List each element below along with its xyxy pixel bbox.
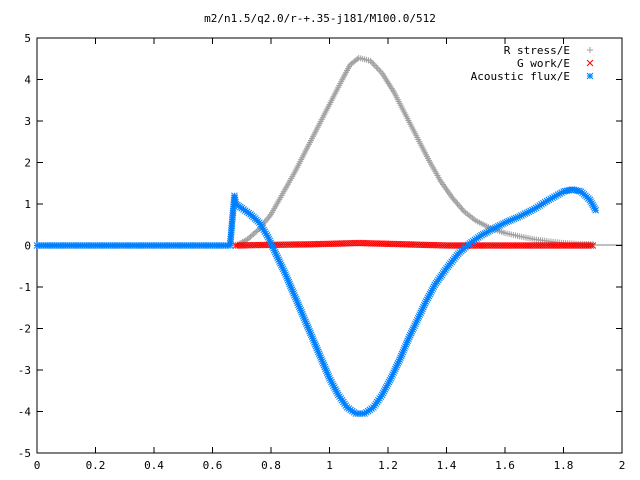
data-point xyxy=(373,64,380,71)
data-point xyxy=(251,229,258,236)
legend-label: Acoustic flux/E xyxy=(471,70,570,83)
y-tick-label: -5 xyxy=(18,447,31,460)
data-point xyxy=(589,241,596,248)
legend-marker xyxy=(586,59,594,67)
data-point xyxy=(246,234,253,241)
data-point xyxy=(587,242,595,249)
y-tick-label: -1 xyxy=(18,281,31,294)
x-tick-label: 1.2 xyxy=(378,459,398,472)
data-point xyxy=(244,236,251,243)
data-point xyxy=(247,233,254,240)
y-tick-label: 4 xyxy=(24,74,31,87)
y-tick-label: -3 xyxy=(18,364,31,377)
data-point xyxy=(376,67,383,74)
series-layer xyxy=(33,54,600,417)
data-point xyxy=(370,60,377,67)
series-1 xyxy=(232,54,596,249)
data-point xyxy=(250,231,257,238)
x-tick-label: 1.6 xyxy=(495,459,515,472)
data-point xyxy=(592,206,600,214)
y-tick-label: 1 xyxy=(24,198,31,211)
data-point xyxy=(354,56,361,63)
legend-marker xyxy=(586,72,594,80)
x-tick-label: 2 xyxy=(619,459,626,472)
data-point xyxy=(374,65,381,72)
y-tick-label: 3 xyxy=(24,115,31,128)
series-2 xyxy=(232,239,597,249)
y-tick-label: 5 xyxy=(24,32,31,45)
data-point xyxy=(371,62,378,69)
legend-label: R stress/E xyxy=(504,44,570,57)
x-tick-label: 0.8 xyxy=(261,459,281,472)
x-tick-label: 0.2 xyxy=(86,459,106,472)
x-tick-label: 0 xyxy=(34,459,41,472)
series-3 xyxy=(33,186,600,417)
x-tick-label: 1.8 xyxy=(554,459,574,472)
x-tick-label: 1.4 xyxy=(437,459,457,472)
data-point xyxy=(556,190,564,197)
legend-marker xyxy=(587,47,593,53)
y-tick-label: -2 xyxy=(18,323,31,336)
data-point xyxy=(253,228,260,235)
y-tick-label: 0 xyxy=(24,240,31,253)
x-tick-label: 0.4 xyxy=(144,459,164,472)
data-point xyxy=(263,232,271,239)
data-point xyxy=(248,232,255,239)
x-tick-label: 1 xyxy=(326,459,333,472)
y-tick-label: 2 xyxy=(24,157,31,170)
x-axis-ticks: 0 0.2 0.4 0.6 0.8 1 1.2 1.4 1.6 1.8 2 xyxy=(34,38,626,472)
legend-label: G work/E xyxy=(517,57,570,70)
x-tick-label: 0.6 xyxy=(203,459,223,472)
y-tick-label: -4 xyxy=(18,406,32,419)
y-axis-ticks: -5 -4 -3 -2 -1 0 1 2 3 4 5 xyxy=(18,32,622,460)
data-point xyxy=(589,242,597,249)
chart-title: m2/n1.5/q2.0/r-+.35-j181/M100.0/512 xyxy=(204,12,436,25)
